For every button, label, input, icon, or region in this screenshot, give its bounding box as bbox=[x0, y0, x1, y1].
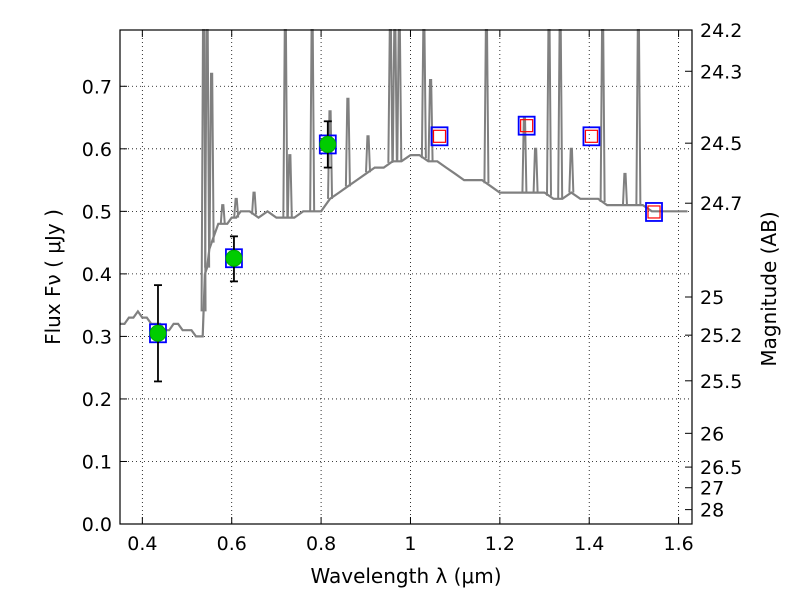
y-tick-label: 0.5 bbox=[82, 201, 112, 223]
emission-line bbox=[251, 191, 258, 215]
model-photometry-box bbox=[645, 202, 663, 222]
y-tick-label: 0.1 bbox=[82, 451, 112, 473]
model-photometry-box bbox=[582, 126, 601, 147]
y-tick-label: 0.0 bbox=[82, 514, 112, 536]
upper-limit-marker bbox=[647, 205, 661, 219]
upper-limit-marker bbox=[520, 119, 534, 133]
plot-frame bbox=[119, 29, 693, 525]
upper-limit-marker bbox=[432, 129, 447, 143]
y-tick-label: 0.6 bbox=[82, 139, 112, 161]
x-tick-label: 1.2 bbox=[485, 533, 515, 555]
ticks-layer: 0.4 0.6 0.8 1 1.2 1.4 1.6 0.0 0.1 0.2 0.3 0.4 0.5 0.6… bbox=[82, 20, 743, 555]
x-tick-label: 1.4 bbox=[574, 533, 604, 555]
spectrum-line bbox=[120, 154, 688, 338]
right-axis-label: Magnitude (AB) bbox=[757, 211, 781, 366]
observed-point bbox=[319, 135, 337, 153]
observed-point bbox=[225, 249, 243, 267]
emission-line bbox=[621, 172, 628, 206]
x-tick-label: 0.4 bbox=[127, 533, 157, 555]
emission-line bbox=[233, 197, 240, 218]
emission-line bbox=[327, 110, 334, 199]
y-tick-label: 0.7 bbox=[82, 76, 112, 98]
right-tick-label: 25 bbox=[700, 287, 724, 309]
emission-line bbox=[219, 204, 226, 224]
right-tick-label: 28 bbox=[700, 500, 724, 522]
emission-line bbox=[365, 135, 372, 173]
emission-line bbox=[568, 147, 575, 193]
right-tick-label: 24.5 bbox=[700, 133, 742, 155]
x-axis-label: Wavelength λ (μm) bbox=[310, 564, 501, 588]
model-photometry-box bbox=[430, 126, 449, 147]
right-tick-label: 27 bbox=[700, 478, 724, 500]
x-tick-label: 0.6 bbox=[217, 533, 247, 555]
right-tick-label: 24.3 bbox=[700, 61, 742, 83]
emission-line bbox=[427, 79, 434, 162]
emission-line bbox=[532, 147, 539, 193]
x-tick-label: 1.6 bbox=[663, 533, 693, 555]
right-tick-label: 26.5 bbox=[700, 457, 742, 479]
right-tick-label: 25.2 bbox=[700, 325, 742, 347]
right-tick-label: 26 bbox=[700, 423, 724, 445]
observed-point bbox=[149, 324, 167, 342]
model-photometry-box bbox=[517, 115, 536, 136]
right-tick-label: 24.2 bbox=[700, 20, 742, 42]
right-tick-label: 25.5 bbox=[700, 371, 742, 393]
points-layer bbox=[149, 115, 663, 383]
x-tick-label: 1 bbox=[404, 533, 416, 555]
y-axis-label: Flux Fν ( μJy ) bbox=[41, 209, 65, 345]
emission-line bbox=[208, 72, 215, 243]
y-tick-label: 0.3 bbox=[82, 326, 112, 348]
upper-limit-marker bbox=[584, 129, 599, 143]
y-tick-label: 0.4 bbox=[82, 264, 112, 286]
y-tick-label: 0.2 bbox=[82, 389, 112, 411]
emission-line bbox=[344, 97, 351, 187]
right-tick-label: 24.7 bbox=[700, 193, 742, 215]
emission-line bbox=[286, 154, 293, 218]
x-tick-label: 0.8 bbox=[306, 533, 336, 555]
